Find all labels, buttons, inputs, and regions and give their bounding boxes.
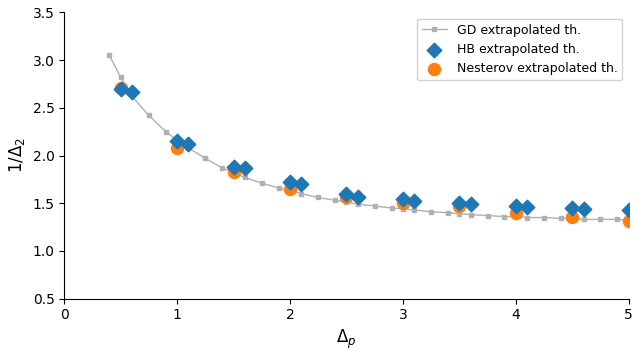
HB extrapolated th. — [567, 205, 577, 211]
GD extrapolated th. — [580, 217, 588, 222]
GD extrapolated th. — [128, 94, 136, 98]
GD extrapolated th. — [371, 204, 378, 208]
GD extrapolated th. — [625, 218, 632, 223]
Nesterov extrapolated th. — [398, 200, 408, 206]
Nesterov extrapolated th. — [623, 218, 634, 224]
GD extrapolated th. — [484, 213, 492, 218]
GD extrapolated th. — [596, 217, 604, 222]
GD extrapolated th. — [286, 189, 294, 193]
HB extrapolated th. — [228, 164, 239, 170]
GD extrapolated th. — [540, 216, 548, 220]
GD extrapolated th. — [184, 146, 192, 150]
GD extrapolated th. — [258, 181, 266, 185]
HB extrapolated th. — [409, 198, 419, 204]
Nesterov extrapolated th. — [228, 169, 239, 175]
GD extrapolated th. — [399, 207, 407, 211]
GD extrapolated th. — [557, 216, 564, 221]
GD extrapolated th. — [241, 175, 249, 180]
GD extrapolated th. — [275, 186, 282, 190]
HB extrapolated th. — [296, 181, 307, 187]
HB extrapolated th. — [398, 197, 408, 202]
HB extrapolated th. — [183, 141, 193, 147]
GD extrapolated th. — [202, 156, 209, 160]
GD extrapolated th. — [314, 195, 322, 200]
Nesterov extrapolated th. — [172, 145, 182, 151]
X-axis label: $\Delta_p$: $\Delta_p$ — [336, 328, 356, 351]
GD extrapolated th. — [428, 210, 435, 214]
GD extrapolated th. — [230, 170, 237, 175]
GD extrapolated th. — [410, 208, 418, 212]
GD extrapolated th. — [145, 113, 153, 117]
Line: GD extrapolated th.: GD extrapolated th. — [107, 53, 631, 223]
GD extrapolated th. — [467, 213, 474, 217]
Nesterov extrapolated th. — [567, 214, 577, 219]
HB extrapolated th. — [240, 165, 250, 171]
HB extrapolated th. — [579, 206, 589, 212]
GD extrapolated th. — [342, 200, 350, 204]
GD extrapolated th. — [500, 214, 508, 219]
Nesterov extrapolated th. — [116, 85, 126, 91]
GD extrapolated th. — [106, 53, 113, 58]
GD extrapolated th. — [614, 217, 621, 222]
Y-axis label: $1/\Delta_2$: $1/\Delta_2$ — [7, 137, 27, 174]
HB extrapolated th. — [454, 200, 465, 206]
GD extrapolated th. — [354, 202, 362, 206]
HB extrapolated th. — [623, 207, 634, 213]
Legend: GD extrapolated th., HB extrapolated th., Nesterov extrapolated th.: GD extrapolated th., HB extrapolated th.… — [417, 19, 623, 80]
HB extrapolated th. — [465, 201, 476, 207]
Nesterov extrapolated th. — [454, 203, 465, 209]
Nesterov extrapolated th. — [341, 194, 351, 199]
Nesterov extrapolated th. — [285, 186, 295, 192]
GD extrapolated th. — [388, 206, 396, 210]
Nesterov extrapolated th. — [511, 210, 521, 216]
GD extrapolated th. — [332, 198, 339, 203]
GD extrapolated th. — [218, 166, 226, 170]
HB extrapolated th. — [353, 194, 363, 199]
HB extrapolated th. — [127, 89, 137, 95]
GD extrapolated th. — [444, 211, 452, 215]
GD extrapolated th. — [117, 75, 125, 79]
HB extrapolated th. — [116, 86, 126, 92]
GD extrapolated th. — [512, 214, 520, 219]
GD extrapolated th. — [568, 216, 576, 221]
GD extrapolated th. — [162, 130, 170, 134]
HB extrapolated th. — [285, 179, 295, 185]
HB extrapolated th. — [341, 191, 351, 197]
HB extrapolated th. — [522, 204, 532, 210]
HB extrapolated th. — [511, 203, 521, 209]
GD extrapolated th. — [456, 212, 463, 216]
GD extrapolated th. — [298, 192, 305, 196]
HB extrapolated th. — [172, 138, 182, 144]
GD extrapolated th. — [524, 216, 531, 220]
GD extrapolated th. — [173, 138, 181, 142]
